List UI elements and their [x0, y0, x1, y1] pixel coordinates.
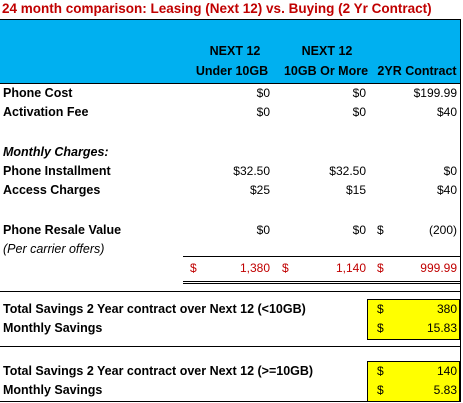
savings-under-monthly-row: Monthly Savings $ 15.83 — [0, 319, 460, 338]
savings-over-monthly-value: 5.83 — [433, 383, 457, 397]
savings-under-monthly-value: 15.83 — [426, 321, 457, 335]
total-under: 1,380 — [239, 261, 270, 275]
cell-installment-over: $32.50 — [329, 164, 366, 178]
cell-resale-2yr: (200) — [428, 223, 457, 237]
cell-phone-cost-2yr: $199.99 — [413, 86, 457, 100]
savings-over-highlight — [367, 361, 460, 402]
savings-over-total-label: Total Savings 2 Year contract over Next … — [3, 364, 314, 378]
cell-resale-under: $0 — [256, 223, 270, 237]
cell-phone-cost-under: $0 — [256, 86, 270, 100]
table-row: Activation Fee $0 $0 $40 — [0, 103, 460, 122]
savings-over-monthly-label: Monthly Savings — [3, 383, 103, 397]
savings-under-highlight — [367, 299, 460, 340]
cell-activation-2yr: $40 — [436, 105, 457, 119]
section-divider — [0, 291, 460, 292]
cell-access-under: $25 — [249, 183, 270, 197]
table-row: Phone Cost $0 $0 $199.99 — [0, 84, 460, 103]
savings-over-total-value: 140 — [436, 364, 457, 378]
table-row: Access Charges $25 $15 $40 — [0, 181, 460, 200]
row-label-monthly-charges: Monthly Charges: — [3, 145, 109, 159]
savings-over-monthly-row: Monthly Savings $ 5.83 — [0, 381, 460, 400]
cell-installment-under: $32.50 — [233, 164, 270, 178]
savings-under-total-dollar: $ — [377, 302, 384, 316]
col1-header-line1: NEXT 12 — [209, 44, 261, 58]
totals-row: $ 1,380 $ 1,140 $ 999.99 — [0, 259, 460, 278]
col1-header-line2: Under 10GB — [195, 64, 269, 78]
column-header-band: NEXT 12 Under 10GB NEXT 12 10GB Or More … — [0, 19, 460, 84]
total-2yr: 999.99 — [420, 261, 457, 275]
cell-activation-under: $0 — [256, 105, 270, 119]
total-2yr-dollar: $ — [377, 261, 384, 275]
col2-header-line2: 10GB Or More — [283, 64, 369, 78]
savings-under-monthly-dollar: $ — [377, 321, 384, 335]
row-label-installment: Phone Installment — [3, 164, 111, 178]
row-note-carrier-offers: (Per carrier offers) — [3, 242, 105, 256]
table-frame — [0, 19, 461, 402]
savings-under-total-label: Total Savings 2 Year contract over Next … — [3, 302, 306, 316]
table-row: Monthly Charges: — [0, 143, 460, 162]
section-divider — [0, 346, 460, 347]
cell-access-2yr: $40 — [436, 183, 457, 197]
row-label-phone-cost: Phone Cost — [3, 86, 73, 100]
cell-installment-2yr: $0 — [443, 164, 457, 178]
total-over-dollar: $ — [282, 261, 289, 275]
row-label-access: Access Charges — [3, 183, 101, 197]
row-label-resale: Phone Resale Value — [3, 223, 122, 237]
cell-access-over: $15 — [345, 183, 366, 197]
cell-resale-over: $0 — [352, 223, 366, 237]
cell-resale-2yr-dollar: $ — [377, 223, 384, 237]
table-row: (Per carrier offers) — [0, 240, 460, 259]
savings-under-monthly-label: Monthly Savings — [3, 321, 103, 335]
row-label-activation: Activation Fee — [3, 105, 89, 119]
cell-activation-over: $0 — [352, 105, 366, 119]
col2-header-line1: NEXT 12 — [301, 44, 353, 58]
table-row: Phone Resale Value $0 $0 $ (200) — [0, 221, 460, 240]
savings-over-monthly-dollar: $ — [377, 383, 384, 397]
totals-border — [183, 256, 460, 284]
cell-phone-cost-over: $0 — [352, 86, 366, 100]
table-row: Phone Installment $32.50 $32.50 $0 — [0, 162, 460, 181]
savings-over-total-row: Total Savings 2 Year contract over Next … — [0, 362, 460, 381]
total-over: 1,140 — [335, 261, 366, 275]
savings-under-total-value: 380 — [436, 302, 457, 316]
savings-over-total-dollar: $ — [377, 364, 384, 378]
total-under-dollar: $ — [190, 261, 197, 275]
col3-header-line2: 2YR Contract — [377, 64, 457, 78]
sheet-title: 24 month comparison: Leasing (Next 12) v… — [2, 1, 432, 16]
savings-under-total-row: Total Savings 2 Year contract over Next … — [0, 300, 460, 319]
